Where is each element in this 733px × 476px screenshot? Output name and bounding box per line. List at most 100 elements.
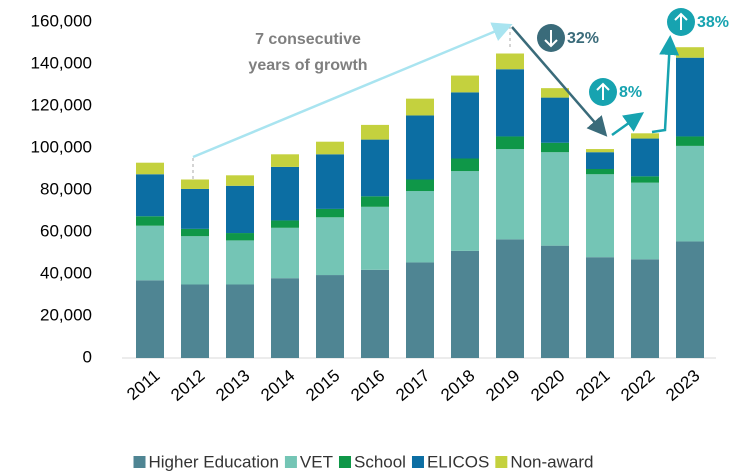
- bar-segment: [586, 174, 614, 258]
- bar-segment: [271, 220, 299, 228]
- decline-arrow: [511, 26, 608, 137]
- bar-segment: [361, 139, 389, 197]
- bar-segment: [226, 240, 254, 285]
- legend-swatch: [284, 456, 297, 468]
- bar-segment: [226, 233, 254, 241]
- bar-segment: [316, 275, 344, 358]
- legend-label: School: [354, 452, 406, 471]
- y-tick-label: 20,000: [40, 305, 92, 324]
- legend-label: Non-award: [510, 452, 593, 471]
- bar-segment: [631, 133, 659, 139]
- legend-label: VET: [300, 452, 333, 471]
- bar-segment: [586, 152, 614, 169]
- bar-segment: [316, 217, 344, 276]
- bar-segment: [406, 115, 434, 180]
- bar-segment: [136, 280, 164, 358]
- annotations: 7 consecutive years of growth 32% 8% 38%: [192, 8, 729, 179]
- bar-segment: [451, 75, 479, 93]
- bar-segment: [136, 225, 164, 281]
- change-label: 8%: [619, 84, 642, 101]
- bar-segment: [451, 171, 479, 251]
- x-tick-label: 2017: [392, 366, 433, 405]
- bar-segment: [361, 269, 389, 358]
- legend-swatch: [133, 456, 146, 468]
- x-tick-label: 2021: [572, 366, 613, 405]
- change-label: 32%: [567, 30, 599, 47]
- bar-segment: [496, 136, 524, 150]
- bar-segment: [406, 262, 434, 358]
- x-tick-label: 2013: [212, 366, 253, 405]
- growth-note: 7 consecutive: [255, 31, 361, 48]
- x-tick-label: 2018: [437, 366, 478, 405]
- bar-segment: [271, 166, 299, 221]
- bar-segment: [676, 47, 704, 58]
- x-tick-label: 2011: [123, 366, 163, 404]
- bar-segment: [676, 136, 704, 146]
- x-tick-label: 2012: [167, 366, 208, 405]
- legend-swatch: [411, 456, 424, 468]
- x-tick-label: 2015: [302, 366, 343, 405]
- bar-segment: [271, 227, 299, 279]
- bar-segment: [631, 138, 659, 177]
- y-tick-label: 100,000: [31, 137, 92, 156]
- y-tick-label: 120,000: [31, 95, 92, 114]
- x-tick-label: 2022: [617, 366, 658, 405]
- bar-segment: [676, 57, 704, 137]
- bar-segment: [316, 141, 344, 155]
- bar-segment: [316, 208, 344, 218]
- bar-segment: [361, 206, 389, 270]
- recovery-arrow: [611, 112, 645, 137]
- bar-segment: [181, 228, 209, 237]
- bar-segment: [406, 191, 434, 263]
- y-tick-label: 160,000: [31, 11, 92, 30]
- bar-segment: [226, 175, 254, 186]
- y-tick-label: 60,000: [40, 221, 92, 240]
- bar-segment: [451, 158, 479, 172]
- bar-segment: [136, 162, 164, 175]
- bar-segment: [541, 245, 569, 358]
- bar-segment: [631, 182, 659, 260]
- bar-segment: [226, 284, 254, 358]
- y-tick-label: 80,000: [40, 179, 92, 198]
- bar-segment: [181, 284, 209, 358]
- y-tick-label: 140,000: [31, 53, 92, 72]
- bar-segment: [541, 88, 569, 98]
- bar-segment: [586, 169, 614, 175]
- bar-segment: [541, 142, 569, 153]
- bar-segment: [496, 53, 524, 70]
- bar-segment: [136, 216, 164, 226]
- x-tick-label: 2023: [662, 366, 703, 405]
- legend-label: Higher Education: [149, 452, 279, 471]
- bar-segment: [181, 179, 209, 189]
- bar-segment: [541, 97, 569, 143]
- bar-segment: [406, 98, 434, 116]
- bar-segment: [541, 152, 569, 246]
- x-tick-label: 2020: [527, 366, 568, 405]
- up-icon-arrow: [596, 82, 610, 100]
- bar-segment: [496, 69, 524, 137]
- bar-segment: [631, 259, 659, 358]
- legend-swatch: [495, 456, 508, 468]
- bar-segment: [316, 154, 344, 209]
- bar-segment: [361, 196, 389, 207]
- bar-segment: [451, 250, 479, 358]
- bar-segment: [451, 92, 479, 159]
- bar-segment: [271, 278, 299, 358]
- bar-segment: [181, 236, 209, 285]
- bar-segment: [226, 185, 254, 234]
- bar-segment: [406, 179, 434, 192]
- bar-segment: [676, 145, 704, 242]
- down-icon-arrow: [544, 30, 558, 48]
- bar-segment: [676, 241, 704, 358]
- change-label: 38%: [697, 14, 729, 31]
- growth-arrow: [192, 22, 513, 159]
- x-tick-label: 2014: [257, 366, 298, 405]
- x-tick-label: 2019: [482, 366, 523, 405]
- x-tick-label: 2016: [347, 366, 388, 405]
- recovery-arrow: [651, 35, 680, 134]
- bar-segment: [361, 124, 389, 140]
- up-icon-arrow: [674, 12, 688, 30]
- bar-segment: [496, 149, 524, 240]
- bar-segment: [271, 154, 299, 167]
- bar-segment: [631, 176, 659, 183]
